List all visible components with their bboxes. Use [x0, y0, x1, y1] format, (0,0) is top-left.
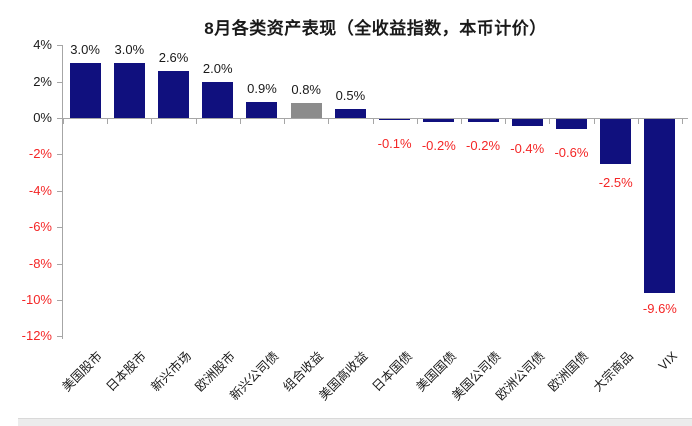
bar: [379, 118, 411, 121]
bar: [555, 118, 587, 130]
value-label: 2.0%: [202, 60, 233, 76]
y-axis-tick: [57, 263, 62, 265]
y-axis-tick: [57, 45, 62, 47]
x-axis-tick: [328, 119, 330, 124]
y-axis-tick: [57, 190, 62, 192]
x-axis-tick: [549, 119, 551, 124]
x-axis-tick: [151, 119, 153, 124]
value-label: -0.1%: [377, 135, 412, 151]
bar: [290, 103, 322, 118]
x-axis-tick: [505, 119, 507, 124]
page-divider: [18, 418, 692, 426]
y-axis-tick: [57, 154, 62, 156]
bar: [158, 70, 190, 118]
x-axis-tick: [284, 119, 286, 124]
x-axis-tick: [372, 119, 374, 124]
category-label: VIX: [655, 349, 680, 374]
value-label: 0.5%: [335, 87, 366, 103]
bar: [467, 118, 499, 123]
y-axis-tick: [57, 81, 62, 83]
y-axis-tick: [57, 299, 62, 301]
category-label: 大宗商品: [590, 349, 636, 395]
y-axis-tick-label: 4%: [33, 37, 52, 53]
y-axis-tick-label: -10%: [21, 291, 52, 307]
x-axis-tick: [637, 119, 639, 124]
y-axis-tick-label: -12%: [21, 328, 52, 344]
bar: [69, 63, 101, 118]
x-axis-tick: [682, 119, 683, 124]
value-label: 3.0%: [70, 42, 100, 58]
bar: [644, 118, 676, 294]
value-label: -0.2%: [466, 137, 501, 153]
category-label: 组合收益: [280, 349, 327, 395]
bar: [423, 118, 455, 123]
category-label: 新兴市场: [148, 349, 194, 395]
x-axis-tick: [195, 119, 197, 124]
y-axis-tick-label: -8%: [28, 255, 52, 271]
value-label: -0.2%: [421, 137, 456, 153]
x-axis-tick: [63, 119, 64, 124]
y-axis-tick-label: -2%: [28, 146, 52, 162]
y-axis-tick: [57, 336, 62, 338]
bar: [334, 108, 366, 118]
x-axis-tick: [107, 119, 109, 124]
bar: [511, 118, 543, 126]
category-label: 日本国债: [369, 349, 415, 395]
x-axis-line: [62, 118, 688, 119]
category-label: 欧洲股市: [192, 349, 238, 395]
value-label: -2.5%: [598, 175, 633, 191]
chart-title: 8月各类资产表现（全收益指数，本币计价）: [204, 19, 547, 38]
y-axis-tick-label: -6%: [28, 219, 52, 235]
category-label: 欧洲国债: [546, 349, 592, 395]
value-label: 0.9%: [247, 80, 277, 96]
y-axis-line: [62, 45, 63, 339]
y-axis-tick: [57, 118, 62, 119]
value-label: -0.4%: [510, 141, 545, 157]
bar: [246, 101, 278, 118]
value-label: 0.8%: [291, 82, 321, 98]
y-axis-tick-label: -4%: [28, 182, 52, 198]
bar: [202, 81, 234, 118]
value-label: 3.0%: [114, 42, 145, 58]
x-axis-tick: [593, 119, 595, 124]
y-axis-tick-label: 2%: [33, 73, 52, 89]
bar: [600, 118, 632, 164]
value-label: -0.6%: [554, 144, 589, 160]
category-label: 日本股市: [103, 349, 150, 395]
x-axis-tick: [416, 119, 418, 124]
y-axis-tick: [57, 227, 62, 229]
y-axis-tick-label: 0%: [33, 110, 52, 125]
value-label: 2.6%: [158, 49, 189, 65]
category-label: 美国国债: [413, 349, 459, 395]
category-label: 美国股市: [59, 349, 106, 395]
x-axis-tick: [460, 119, 462, 124]
x-axis-tick: [239, 119, 241, 124]
value-label: -9.6%: [642, 300, 677, 316]
bar: [113, 63, 145, 118]
